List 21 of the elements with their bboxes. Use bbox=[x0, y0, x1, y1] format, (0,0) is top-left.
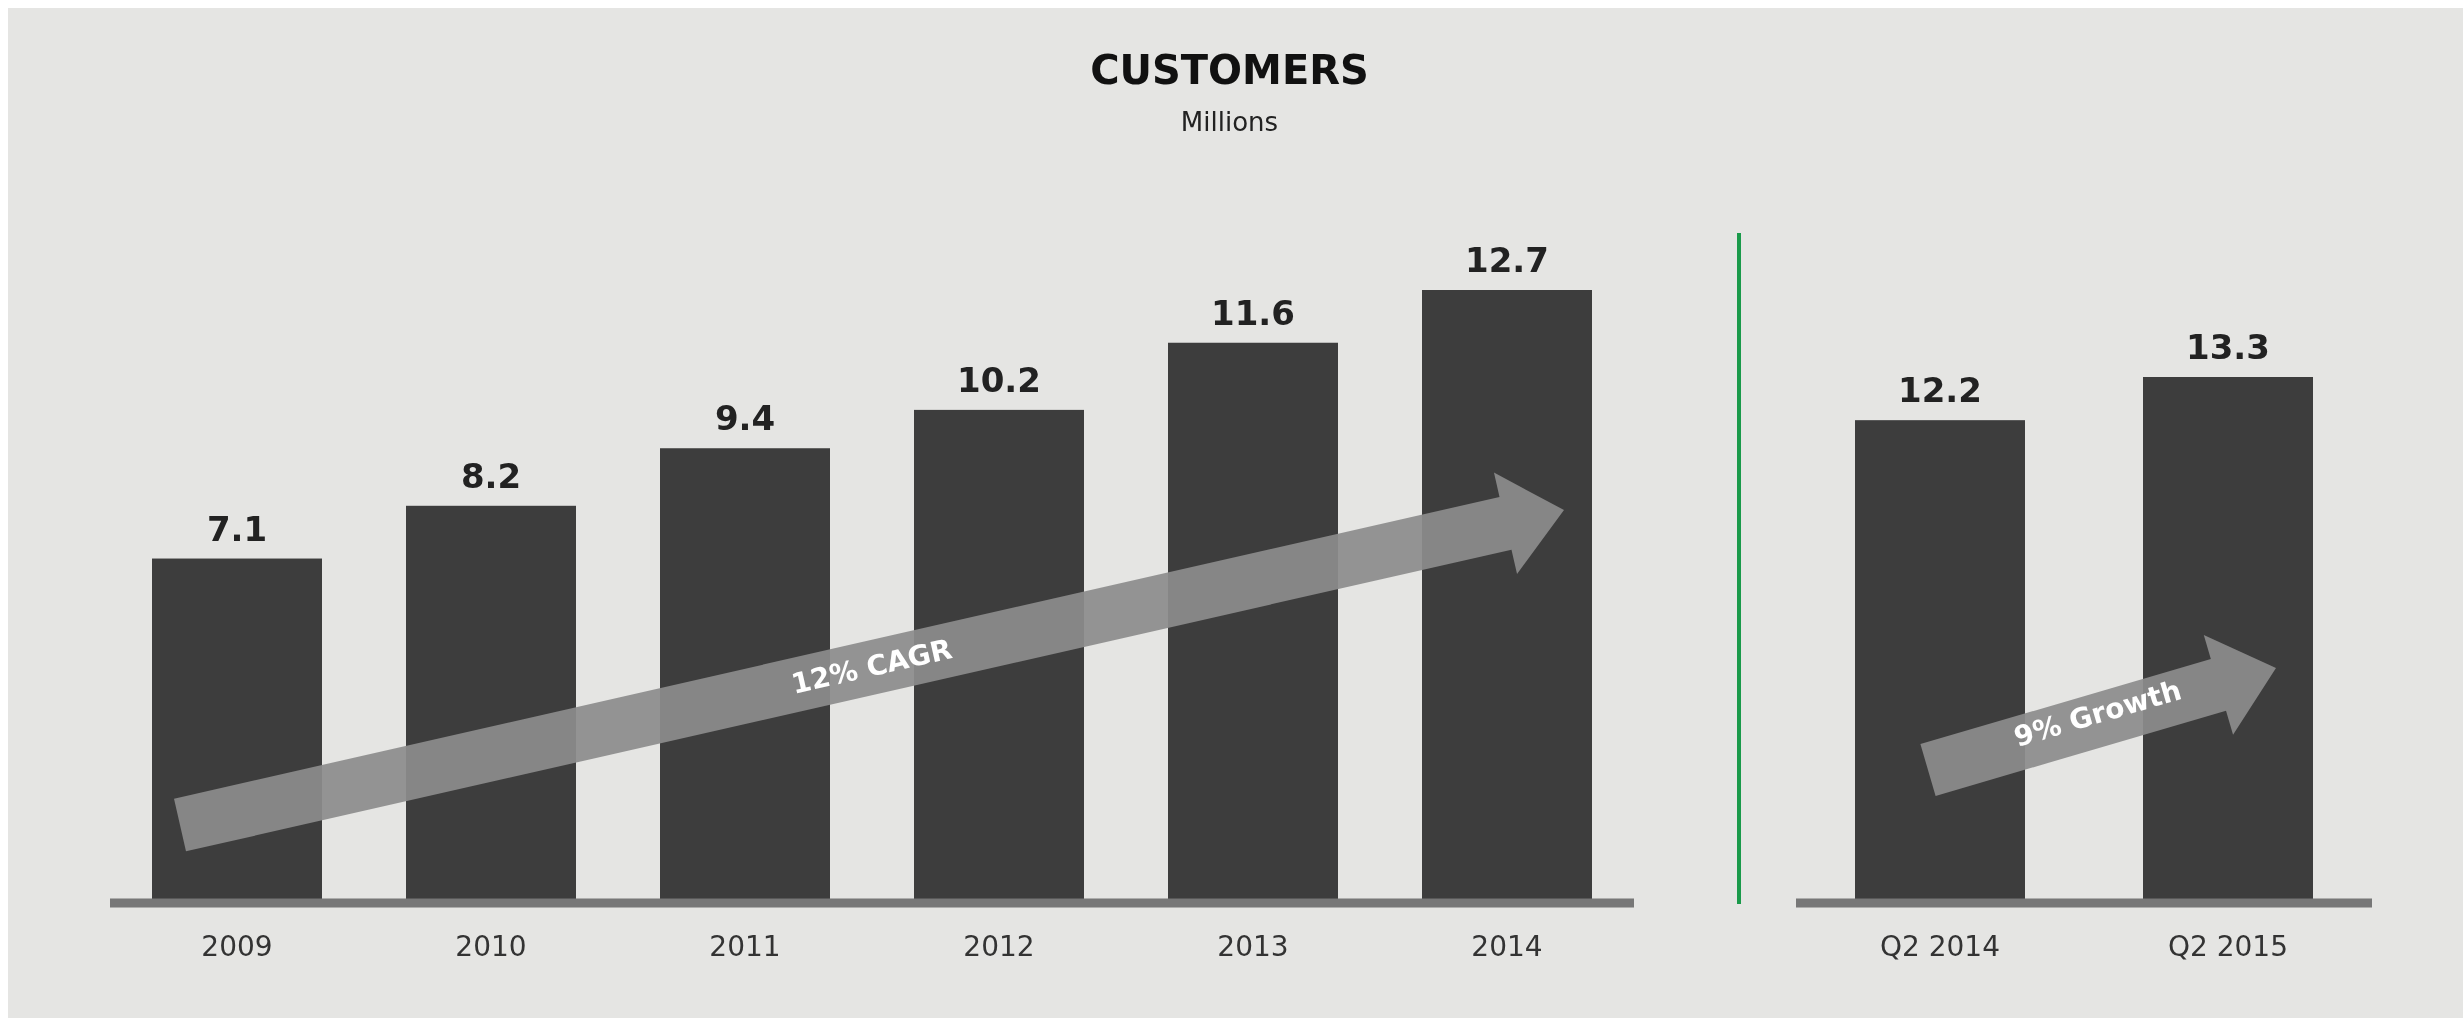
data-label: 10.2 bbox=[957, 359, 1041, 400]
x-tick-label: 2013 bbox=[1217, 930, 1289, 963]
bar bbox=[1168, 342, 1338, 899]
x-tick-label: 2014 bbox=[1471, 930, 1543, 963]
x-tick-label: 2012 bbox=[963, 930, 1035, 963]
data-label: 8.2 bbox=[460, 455, 522, 496]
x-tick-label: Q2 2015 bbox=[2167, 930, 2289, 963]
data-label: 7.1 bbox=[206, 508, 268, 549]
x-tick-label: Q2 2014 bbox=[1879, 930, 2001, 963]
chart-subtitle: Millions bbox=[1180, 107, 1279, 137]
x-tick-label: 2009 bbox=[201, 930, 273, 963]
data-label: 12.2 bbox=[1898, 370, 1982, 411]
data-label: 13.3 bbox=[2186, 327, 2270, 367]
bar bbox=[1422, 290, 1592, 899]
x-tick-label: 2011 bbox=[709, 930, 781, 963]
data-label: 9.4 bbox=[714, 398, 776, 439]
annotation: 12% CAGR bbox=[788, 632, 956, 701]
x-tick-label: 2010 bbox=[455, 930, 527, 963]
data-label: 12.7 bbox=[1465, 240, 1549, 280]
chart-title: CUSTOMERS bbox=[1090, 47, 1369, 93]
data-label: 11.6 bbox=[1211, 292, 1295, 333]
